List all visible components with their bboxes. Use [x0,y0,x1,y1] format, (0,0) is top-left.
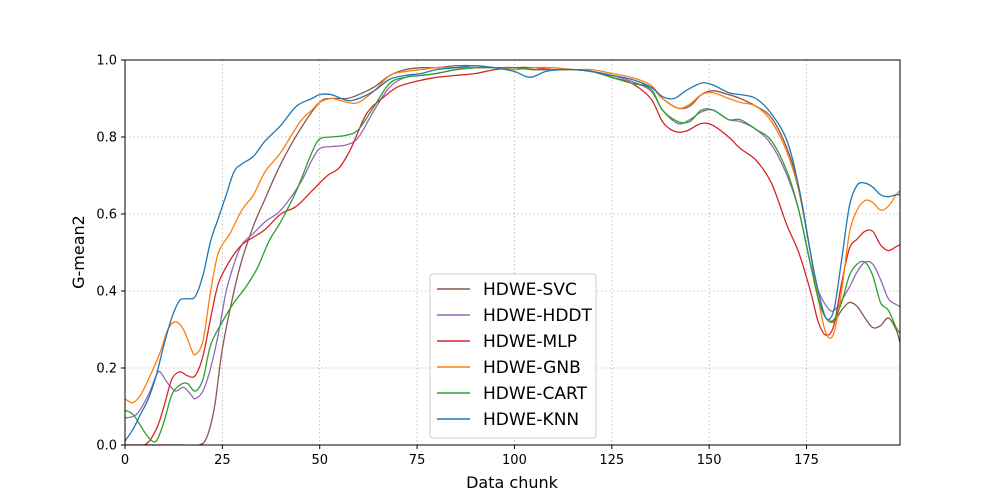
x-tick-label: 0 [121,453,129,468]
legend-box [429,273,597,439]
legend-label-hdwe-knn: HDWE-KNN [483,410,579,430]
x-tick-label: 50 [311,453,328,468]
series-line-hdwe-knn [125,65,900,442]
x-tick-label: 150 [697,453,722,468]
y-tick-label: 1.0 [96,54,117,69]
legend-label-hdwe-svc: HDWE-SVC [483,280,577,300]
axis-ticks: 0 25 50 75 100 125 150 175 0.0 0.2 0.4 0.6 0.8 1.0 [96,54,819,469]
y-axis-label: G-mean2 [69,215,88,289]
series-line-hdwe-cart [125,66,900,443]
x-tick-label: 175 [794,453,819,468]
legend: HDWE-SVC HDWE-HDDT HDWE-MLP HDWE-GNB HDWE-CA… [429,273,597,439]
series-lines [125,64,900,445]
plot-frame [124,59,901,446]
legend-label-hdwe-cart: HDWE-CART [483,384,588,404]
legend-label-hdwe-hddt: HDWE-HDDT [483,306,593,326]
y-tick-label: 0.4 [96,285,117,300]
x-axis-label: Data chunk [466,473,559,492]
y-tick-label: 0.0 [96,439,117,454]
x-tick-label: 100 [502,453,527,468]
x-tick-label: 25 [214,453,231,468]
y-tick-label: 0.8 [96,131,117,146]
x-tick-label: 75 [409,453,426,468]
y-tick-label: 0.6 [96,208,117,223]
legend-label-hdwe-gnb: HDWE-GNB [483,358,581,378]
y-tick-label: 0.2 [96,362,117,377]
x-tick-label: 125 [599,453,624,468]
legend-label-hdwe-mlp: HDWE-MLP [483,332,577,352]
